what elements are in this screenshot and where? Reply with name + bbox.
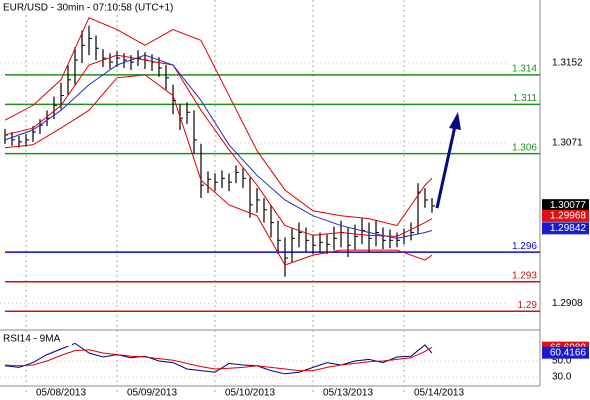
level-label-bg	[506, 269, 539, 281]
indicator-line	[4, 74, 433, 266]
level-label-bg	[506, 240, 539, 252]
level-label: 1.306	[512, 142, 537, 153]
level-label-bg	[506, 62, 539, 74]
price-tag-label: 60.4166	[550, 347, 587, 358]
y-tick-label: 30.0	[552, 372, 572, 383]
y-tick-label: 1.3071	[552, 137, 583, 148]
x-tick-label: 05/08/2013	[36, 388, 86, 399]
x-tick-label: 05/14/2013	[414, 388, 464, 399]
level-label: 1.29	[518, 300, 538, 311]
forecast-arrow	[435, 125, 457, 209]
indicator-line	[4, 17, 433, 227]
rsi-label: RSI14 - 9MA	[3, 334, 61, 345]
price-tag	[542, 209, 589, 222]
x-tick-label: 05/09/2013	[127, 388, 177, 399]
price-tag	[542, 346, 589, 359]
labels: 1.3152 1.3071 1.2908 05/08/2013 05/09/2013 05…	[36, 58, 589, 399]
level-label: 1.314	[512, 63, 537, 74]
chart-title: EUR/USD - 30min - 07:10:58 (UTC+1)	[3, 3, 173, 14]
price-tag	[542, 222, 589, 235]
level-label-bg	[506, 299, 539, 311]
price-tag-label: 1.29968	[550, 211, 587, 222]
rsi-line	[4, 342, 433, 375]
level-label-bg	[506, 92, 539, 104]
indicator-line	[4, 54, 433, 239]
price-tag-label: 1.29842	[550, 223, 587, 234]
level-label: 1.293	[512, 270, 537, 281]
y-tick-label: 1.2908	[552, 298, 583, 309]
price-tag	[542, 199, 589, 212]
x-tick-label: 05/10/2013	[225, 388, 275, 399]
y-tick-label: 50.0	[552, 356, 572, 367]
indicator-line	[4, 54, 433, 237]
title-bg	[0, 1, 182, 15]
rsi-line	[4, 346, 433, 372]
x-tick-label: 05/13/2013	[323, 388, 373, 399]
arrow-head	[449, 112, 461, 130]
level-label: 1.296	[512, 241, 537, 252]
marks	[4, 17, 435, 375]
levels	[5, 74, 540, 313]
level-label-bg	[506, 141, 539, 153]
price-tag-label: 1.30077	[550, 200, 587, 211]
rsi-label-bg	[0, 333, 72, 346]
level-label: 1.311	[513, 93, 538, 104]
y-tick-label: 1.3152	[552, 58, 583, 69]
